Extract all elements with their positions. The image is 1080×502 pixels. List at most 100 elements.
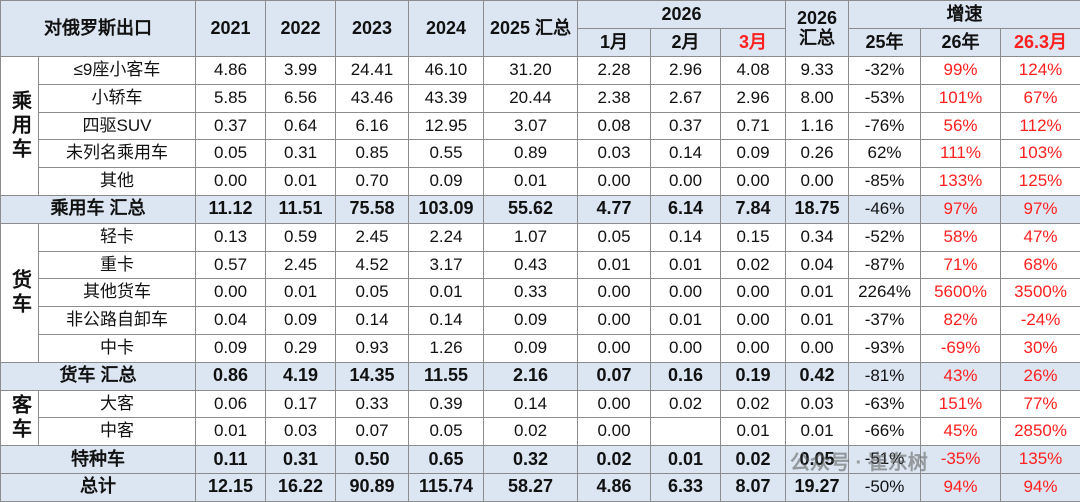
cell: 20.44	[483, 83, 578, 113]
cell: 0.09	[408, 167, 484, 196]
cell: 2.16	[483, 361, 578, 391]
cell: 4.86	[195, 56, 266, 85]
row-name: 大客	[38, 389, 196, 419]
cell: 6.33	[650, 472, 721, 502]
cell: 0.85	[335, 139, 409, 169]
cell: 0.01	[265, 167, 336, 196]
cell: -53%	[848, 83, 922, 113]
cell: 0.01	[719, 417, 787, 447]
cell: 3.17	[408, 250, 484, 280]
cell: 0.03	[265, 417, 336, 447]
row-name: 非公路自卸车	[38, 306, 196, 335]
cell: 0.50	[335, 445, 409, 474]
cell: 12.15	[195, 472, 266, 502]
cell: 0.02	[719, 389, 787, 419]
data-row: 小轿车 5.85 6.56 43.46 43.39 20.44 2.38 2.67 2.96 8.…	[1, 83, 1080, 113]
cell: 0.00	[577, 306, 651, 335]
growth-header: 增速	[848, 0, 1080, 29]
group-label: 客车	[0, 389, 39, 447]
row-name: 未列名乘用车	[38, 139, 196, 169]
cell: 151%	[920, 389, 1002, 419]
cell: 2.45	[265, 250, 336, 280]
cell: 12.95	[408, 111, 484, 141]
row-name: 其他货车	[38, 278, 196, 308]
cell: 58%	[920, 222, 1002, 252]
cell: 0.08	[577, 111, 651, 141]
cell: 3.99	[265, 56, 336, 85]
cell: 2.96	[650, 56, 721, 85]
cell: 2.96	[719, 83, 787, 113]
cell: 8.00	[785, 83, 850, 113]
cell: 77%	[1000, 389, 1080, 419]
cell: 6.14	[650, 194, 721, 224]
cell: 43%	[920, 361, 1002, 391]
cell: 99%	[920, 56, 1002, 85]
cell: 71%	[920, 250, 1002, 280]
cell: 0.11	[195, 445, 266, 474]
cell: 0.06	[195, 389, 266, 419]
cell: 0.02	[483, 417, 578, 447]
cell: 0.00	[719, 306, 787, 335]
cell: 18.75	[785, 194, 850, 224]
cell: 4.77	[577, 194, 651, 224]
cell: 0.29	[265, 333, 336, 363]
cell: 0.00	[719, 167, 787, 196]
cell: 30%	[1000, 333, 1080, 363]
row-name: 总计	[0, 472, 196, 502]
cell: 0.02	[577, 445, 651, 474]
cell: 1.16	[785, 111, 850, 141]
row-name: 中卡	[38, 333, 196, 363]
cell: 0.04	[195, 306, 266, 335]
cell: 0.05	[408, 417, 484, 447]
cell: 82%	[920, 306, 1002, 335]
year-header: 2023	[335, 0, 409, 57]
cell: 9.33	[785, 56, 850, 85]
cell: -24%	[1000, 306, 1080, 335]
cell: 6.16	[335, 111, 409, 141]
cell: 0.71	[719, 111, 787, 141]
year-header: 2022	[265, 0, 336, 57]
cell: -50%	[848, 472, 922, 502]
cell: 4.19	[265, 361, 336, 391]
data-row: 乘用车 ≤9座小客车 4.86 3.99 24.41 46.10 31.20 2.28 2.96…	[0, 56, 1080, 196]
cell: -32%	[848, 56, 922, 85]
cell: 6.56	[265, 83, 336, 113]
group-label: 乘用车	[0, 56, 39, 196]
cell: 0.34	[785, 222, 850, 252]
cell: 0.02	[719, 250, 787, 280]
cell: 97%	[1000, 194, 1080, 224]
cell: 19.27	[785, 472, 850, 502]
cell: 55.62	[483, 194, 578, 224]
cell: 103%	[1000, 139, 1080, 169]
cell: 0.03	[577, 139, 651, 169]
month-header: 1月	[577, 28, 651, 57]
cell: 16.22	[265, 472, 336, 502]
cell: 2.38	[577, 83, 651, 113]
row-name: 其他	[38, 167, 196, 196]
row-name: ≤9座小客车	[38, 56, 196, 85]
cell: 11.12	[195, 194, 266, 224]
cell: 0.31	[265, 139, 336, 169]
cell: 101%	[920, 83, 1002, 113]
cell: 0.00	[785, 167, 850, 196]
cell: 0.93	[335, 333, 409, 363]
cell: 43.46	[335, 83, 409, 113]
cell: 4.86	[577, 472, 651, 502]
data-row: 货车 轻卡 0.13 0.59 2.45 2.24 1.07 0.05 0.14 0.15 0.34…	[0, 222, 1080, 363]
cell: 11.55	[408, 361, 484, 391]
cell: 0.09	[719, 139, 787, 169]
cell: 0.03	[785, 389, 850, 419]
cell: 0.01	[650, 306, 721, 335]
cell: 0.31	[265, 445, 336, 474]
cell: 0.42	[785, 361, 850, 391]
cell: 0.01	[650, 445, 721, 474]
row-name: 小轿车	[38, 83, 196, 113]
cell: 0.01	[265, 278, 336, 308]
cell: 0.00	[719, 278, 787, 308]
row-name: 中客	[38, 417, 196, 447]
cell: 0.14	[483, 389, 578, 419]
cell: 0.14	[335, 306, 409, 335]
cell: 0.04	[785, 250, 850, 280]
cell: 11.51	[265, 194, 336, 224]
cell: 0.09	[265, 306, 336, 335]
